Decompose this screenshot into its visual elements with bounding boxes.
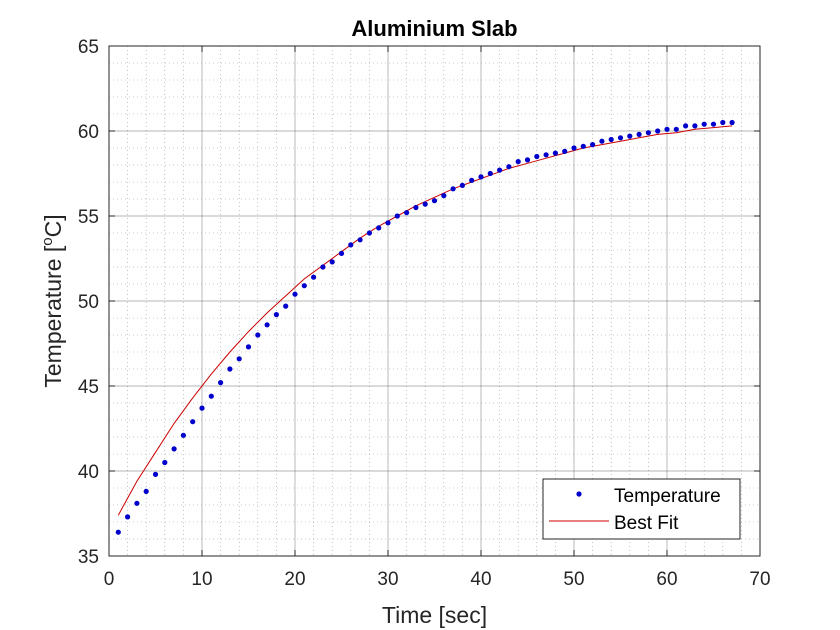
temperature-point: [552, 150, 559, 156]
temperature-point: [385, 220, 391, 226]
temperature-point: [515, 159, 521, 165]
y-tick-label: 60: [78, 122, 99, 143]
y-axis-label: Temperature [oC]: [39, 214, 66, 387]
x-tick-label: 10: [191, 569, 212, 590]
temperature-point: [562, 148, 568, 154]
temperature-point: [180, 432, 186, 438]
temperature-point: [580, 143, 586, 149]
temperature-point: [636, 131, 642, 137]
temperature-point: [720, 119, 726, 126]
temperature-points-layer: [115, 119, 735, 535]
x-tick-label: 30: [377, 569, 398, 590]
temperature-point: [264, 322, 270, 328]
legend-marker-temperature: [576, 491, 582, 497]
temperature-point: [376, 225, 382, 231]
temperature-point: [543, 152, 549, 158]
x-axis-label: Time [sec]: [382, 602, 487, 628]
temperature-point: [115, 529, 121, 535]
temperature-point: [329, 259, 335, 265]
temperature-point: [348, 242, 354, 248]
y-tick-label: 40: [78, 462, 99, 483]
x-tick-label: 60: [656, 569, 677, 590]
y-axis-label-main: Temperature [: [40, 245, 66, 388]
temperature-point: [617, 135, 624, 141]
x-tick-label: 40: [470, 569, 491, 590]
temperature-point: [627, 133, 633, 139]
temperature-point: [497, 167, 503, 173]
temperature-point: [422, 201, 428, 207]
temperature-point: [441, 193, 447, 199]
temperature-point: [125, 514, 131, 520]
temperature-point: [404, 210, 410, 216]
temperature-point: [431, 198, 438, 204]
chart-title: Aluminium Slab: [351, 16, 517, 41]
legend-label-best-fit: Best Fit: [614, 513, 679, 534]
temperature-point: [673, 126, 679, 132]
temperature-point: [534, 153, 540, 160]
y-tick-label: 55: [78, 207, 99, 228]
axis-ticks: 0 10 20 30 40 50 60 70 35 40 45 50 55 60 65: [78, 37, 771, 590]
temperature-point: [292, 291, 298, 297]
temperature-point: [245, 344, 252, 350]
temperature-point: [171, 446, 177, 452]
y-tick-label: 45: [78, 377, 99, 398]
temperature-point: [413, 204, 419, 211]
temperature-point: [218, 380, 224, 386]
y-axis-label-superscript: o: [39, 237, 56, 245]
temperature-point: [645, 130, 652, 136]
temperature-point: [599, 138, 605, 144]
legend: Temperature Best Fit: [542, 478, 741, 540]
x-tick-label: 50: [563, 569, 584, 590]
y-tick-label: 65: [78, 37, 99, 58]
temperature-point: [450, 186, 456, 192]
temperature-point: [301, 283, 307, 289]
temperature-point: [255, 332, 261, 338]
temperature-point: [524, 157, 531, 163]
y-tick-label: 50: [78, 292, 99, 313]
x-tick-label: 20: [284, 569, 305, 590]
temperature-point: [208, 393, 214, 399]
temperature-point: [357, 237, 363, 243]
legend-box: [542, 478, 741, 540]
temperature-point: [701, 121, 707, 127]
temperature-point: [683, 123, 689, 129]
temperature-point: [478, 174, 484, 180]
temperature-point: [320, 264, 326, 270]
temperature-point: [143, 488, 149, 494]
temperature-point: [692, 123, 698, 129]
temperature-point: [273, 312, 279, 318]
temperature-point: [227, 366, 233, 372]
temperature-point: [469, 177, 475, 183]
legend-label-temperature: Temperature: [614, 486, 721, 507]
temperature-point: [571, 145, 577, 151]
temperature-point: [190, 419, 196, 425]
temperature-point: [236, 356, 242, 362]
temperature-point: [283, 303, 289, 309]
temperature-point: [394, 213, 400, 219]
temperature-point: [590, 142, 596, 148]
y-axis-label-end: C]: [40, 214, 66, 237]
temperature-point: [655, 128, 661, 134]
temperature-point: [506, 164, 512, 170]
temperature-point: [162, 459, 168, 466]
temperature-point: [608, 136, 614, 143]
temperature-point: [199, 405, 205, 411]
temperature-point: [134, 500, 140, 506]
temperature-point: [710, 121, 717, 127]
temperature-point: [338, 250, 345, 256]
temperature-point: [311, 274, 317, 280]
x-tick-label: 70: [749, 569, 770, 590]
y-tick-label: 35: [78, 547, 99, 568]
temperature-point: [366, 230, 372, 236]
temperature-point: [664, 126, 670, 132]
temperature-point: [729, 119, 735, 126]
temperature-point: [152, 471, 159, 477]
temperature-point: [459, 182, 465, 188]
temperature-point: [487, 170, 493, 177]
x-tick-label: 0: [104, 569, 115, 590]
